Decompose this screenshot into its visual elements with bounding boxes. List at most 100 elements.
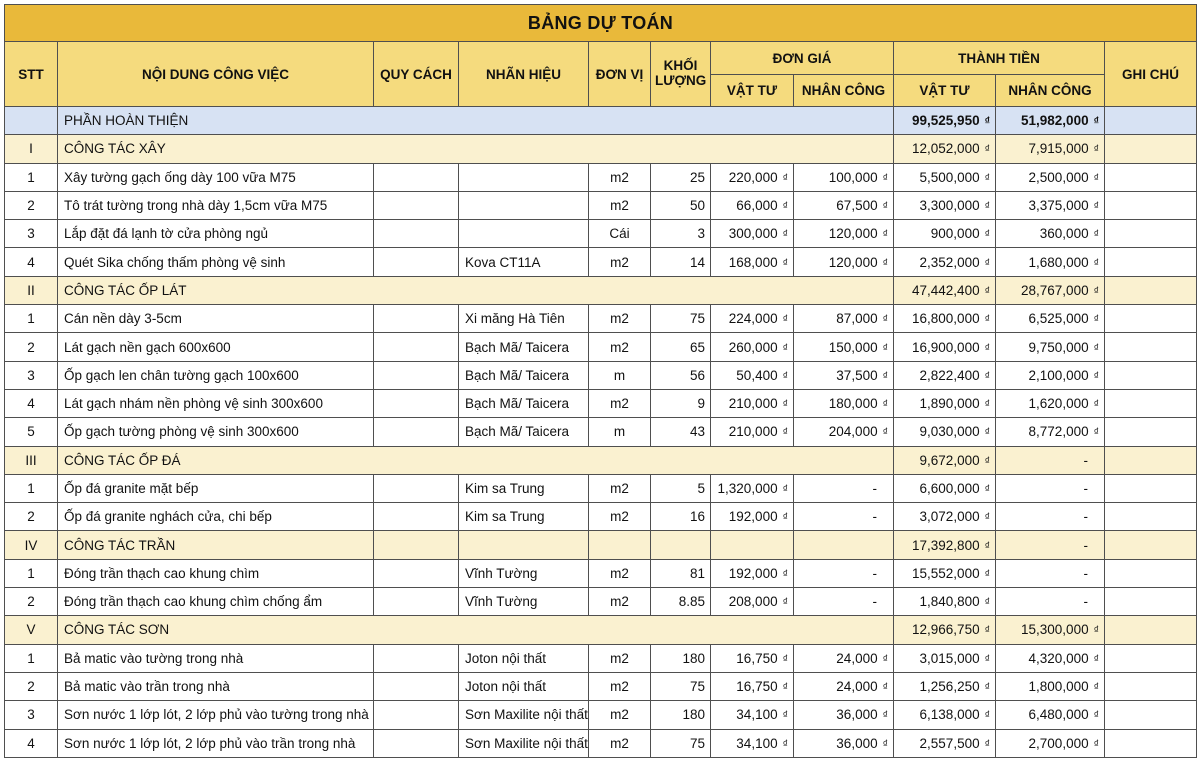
cell-unit-price-labor: 67,500 ₫ xyxy=(793,190,894,221)
dong-sign: ₫ xyxy=(882,341,888,354)
cell-unit-price-materials xyxy=(710,530,794,560)
cell-total-materials: 9,672,000 ₫ xyxy=(893,445,996,475)
cell-work: Sơn nước 1 lớp lót, 2 lớp phủ vào trần t… xyxy=(57,728,374,758)
dong-sign: ₫ xyxy=(882,256,888,269)
cell-work: Lát gạch nền gạch 600x600 xyxy=(57,332,374,362)
cell-quantity: 8.85 xyxy=(650,587,711,617)
cell-total-materials: 16,800,000 ₫ xyxy=(893,304,996,334)
cell-spec xyxy=(373,502,459,532)
cell-total-labor: 1,680,000 ₫ xyxy=(995,247,1105,277)
cell-brand: Vĩnh Tường xyxy=(458,587,589,617)
cell-stt: I xyxy=(4,134,58,164)
dong-sign: ₫ xyxy=(1093,143,1099,156)
cell-unit: m2 xyxy=(588,304,651,334)
cell-brand xyxy=(458,530,589,560)
cell-notes xyxy=(1103,388,1198,419)
dong-sign: ₫ xyxy=(1093,171,1099,184)
cell-work: CÔNG TÁC TRẦN xyxy=(57,530,374,560)
cell-total-labor: 6,525,000 ₫ xyxy=(995,304,1105,334)
table-row-item: 4 Sơn nước 1 lớp lót, 2 lớp phủ vào trần … xyxy=(4,728,1198,758)
cell-stt: 2 xyxy=(4,190,58,221)
cell-total-materials: 2,352,000 ₫ xyxy=(893,247,996,277)
cell-total-materials: 6,138,000 ₫ xyxy=(893,700,996,730)
dong-sign: ₫ xyxy=(984,143,990,156)
dong-sign: ₫ xyxy=(882,681,888,694)
dong-sign: ₫ xyxy=(984,200,990,213)
cell-unit: m2 xyxy=(588,473,651,504)
cell-notes xyxy=(1103,417,1198,447)
dong-sign: ₫ xyxy=(984,511,990,524)
col-header-notes: GHI CHÚ xyxy=(1103,41,1198,107)
col-header-total-materials: VẬT TƯ xyxy=(893,74,996,107)
dong-sign: ₫ xyxy=(882,228,888,241)
cell-work: CÔNG TÁC SƠN xyxy=(57,615,894,645)
dong-sign: ₫ xyxy=(1093,624,1099,637)
dong-sign: ₫ xyxy=(782,256,788,269)
table-row-part: PHẦN HOÀN THIỆN 99,525,950 ₫ 51,982,000 ₫ xyxy=(4,105,1198,136)
cell-unit-price-materials: 300,000 ₫ xyxy=(710,219,794,249)
cell-spec xyxy=(373,700,459,730)
cell-unit: m xyxy=(588,417,651,447)
dong-sign: ₫ xyxy=(782,200,788,213)
dong-sign: ₫ xyxy=(984,341,990,354)
cell-total-labor: - xyxy=(995,558,1105,589)
table-row-item: 1 Bả matic vào tường trong nhà Joton nội t… xyxy=(4,643,1198,673)
cell-work: Bả matic vào trần trong nhà xyxy=(57,671,374,702)
cell-quantity: 81 xyxy=(650,558,711,589)
cell-notes xyxy=(1103,558,1198,589)
dong-sign: ₫ xyxy=(1093,313,1099,326)
cell-unit-price-labor: 120,000 ₫ xyxy=(793,219,894,249)
dong-sign: ₫ xyxy=(782,228,788,241)
cell-stt: 1 xyxy=(4,558,58,589)
cell-brand xyxy=(458,162,589,192)
cell-unit-price-labor: 36,000 ₫ xyxy=(793,700,894,730)
cell-stt: 1 xyxy=(4,162,58,192)
dong-sign: ₫ xyxy=(984,539,990,552)
cell-stt: 2 xyxy=(4,671,58,702)
table-row-section: III CÔNG TÁC ỐP ĐÁ 9,672,000 ₫ - xyxy=(4,445,1198,475)
cell-unit-price-labor: 24,000 ₫ xyxy=(793,671,894,702)
cell-work: Ốp gạch len chân tường gạch 100x600 xyxy=(57,360,374,390)
cell-unit-price-labor: 37,500 ₫ xyxy=(793,360,894,390)
dong-sign: ₫ xyxy=(782,426,788,439)
col-header-total: THÀNH TIỀN xyxy=(893,41,1105,75)
cell-quantity: 56 xyxy=(650,360,711,390)
cell-unit-price-labor xyxy=(793,530,894,560)
table-row-item: 3 Ốp gạch len chân tường gạch 100x600 Bạch… xyxy=(4,360,1198,390)
table-row-item: 4 Quét Sika chống thấm phòng vệ sinh Kova … xyxy=(4,247,1198,277)
cell-stt: IV xyxy=(4,530,58,560)
cell-total-materials: 2,822,400 ₫ xyxy=(893,360,996,390)
dong-sign: ₫ xyxy=(782,652,788,665)
cell-unit-price-materials: 16,750 ₫ xyxy=(710,643,794,673)
cell-brand: Joton nội thất xyxy=(458,643,589,673)
cell-spec xyxy=(373,304,459,334)
dong-sign: ₫ xyxy=(984,709,990,722)
dong-sign: ₫ xyxy=(882,369,888,382)
dong-sign: ₫ xyxy=(984,567,990,580)
table-row-section: II CÔNG TÁC ỐP LÁT 47,442,400 ₫ 28,767,000 ₫ xyxy=(4,275,1198,306)
cell-work: PHẦN HOÀN THIỆN xyxy=(57,105,894,136)
cell-unit-price-labor: 36,000 ₫ xyxy=(793,728,894,758)
cell-total-materials: 1,890,000 ₫ xyxy=(893,388,996,419)
table-row-item: 2 Tô trát tường trong nhà dày 1,5cm vữa M… xyxy=(4,190,1198,221)
cell-unit xyxy=(588,530,651,560)
cell-spec xyxy=(373,671,459,702)
dong-sign: ₫ xyxy=(782,171,788,184)
cell-spec xyxy=(373,558,459,589)
cell-unit-price-materials: 260,000 ₫ xyxy=(710,332,794,362)
cell-notes xyxy=(1103,530,1198,560)
cell-quantity: 75 xyxy=(650,304,711,334)
cell-unit-price-labor: - xyxy=(793,473,894,504)
cell-unit: m2 xyxy=(588,643,651,673)
cell-total-labor: 2,500,000 ₫ xyxy=(995,162,1105,192)
cell-unit-price-labor: 180,000 ₫ xyxy=(793,388,894,419)
dong-sign: ₫ xyxy=(1093,426,1099,439)
dong-sign: ₫ xyxy=(984,596,990,609)
header-row-1: STT NỘI DUNG CÔNG VIỆC QUY CÁCH NHÃN HIỆ… xyxy=(4,41,1198,107)
cell-notes xyxy=(1103,615,1198,645)
dong-sign: ₫ xyxy=(782,737,788,750)
cell-work: Đóng trần thạch cao khung chìm xyxy=(57,558,374,589)
cell-notes xyxy=(1103,134,1198,164)
dong-sign: ₫ xyxy=(1093,398,1099,411)
cell-notes xyxy=(1103,728,1198,758)
